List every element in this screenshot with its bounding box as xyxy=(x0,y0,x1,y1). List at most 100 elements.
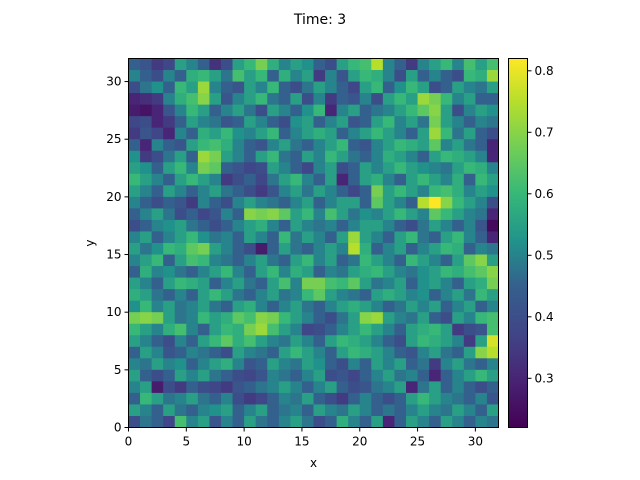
heatmap-cell xyxy=(244,289,257,302)
heatmap-cell xyxy=(475,185,488,198)
heatmap-cell xyxy=(325,208,338,221)
heatmap-cell xyxy=(197,392,210,405)
heatmap-cell xyxy=(406,312,418,325)
heatmap-cell xyxy=(336,277,349,290)
heatmap-cell xyxy=(348,231,361,244)
heatmap-cell xyxy=(429,58,442,71)
heatmap-cell xyxy=(128,266,141,278)
heatmap-cell xyxy=(417,404,430,417)
heatmap-cell xyxy=(163,254,176,267)
heatmap-cell xyxy=(290,277,303,290)
heatmap-cell xyxy=(406,58,418,71)
heatmap-cell xyxy=(221,104,233,117)
heatmap-cell xyxy=(221,266,233,278)
heatmap-cell xyxy=(394,358,407,371)
heatmap-cell xyxy=(336,162,349,175)
heatmap-cell xyxy=(406,104,418,117)
heatmap-cell xyxy=(197,300,210,313)
heatmap-cell xyxy=(313,196,326,209)
heatmap-cell xyxy=(348,58,361,71)
heatmap-cell xyxy=(140,219,153,232)
x-tick-label: 0 xyxy=(125,435,133,449)
heatmap-cell xyxy=(221,323,233,336)
heatmap-cell xyxy=(209,139,222,152)
heatmap-cell xyxy=(140,312,153,325)
heatmap-cell xyxy=(359,323,372,336)
heatmap-cell xyxy=(278,266,291,278)
heatmap-cell xyxy=(463,173,476,186)
heatmap-cell xyxy=(301,70,314,82)
heatmap-cell xyxy=(232,346,245,359)
heatmap-cell xyxy=(209,93,222,106)
heatmap-cell xyxy=(163,139,176,152)
heatmap-cell xyxy=(325,139,338,152)
heatmap-cell xyxy=(475,415,488,428)
heatmap-cell xyxy=(452,312,465,325)
heatmap-cell xyxy=(429,70,442,82)
heatmap-cell xyxy=(417,277,430,290)
heatmap-cell xyxy=(406,243,418,255)
heatmap-cell xyxy=(359,70,372,82)
heatmap-cell xyxy=(382,254,395,267)
heatmap-cell xyxy=(128,404,141,417)
y-tick-label: 20 xyxy=(106,190,121,204)
heatmap-cell xyxy=(140,277,153,290)
heatmap-cell xyxy=(255,104,268,117)
heatmap-cell xyxy=(371,104,384,117)
heatmap-cell xyxy=(232,277,245,290)
heatmap-cell xyxy=(429,231,442,244)
heatmap-cell xyxy=(186,392,199,405)
heatmap-cell xyxy=(267,93,280,106)
heatmap-cell xyxy=(278,208,291,221)
heatmap-cell xyxy=(290,93,303,106)
heatmap-cell xyxy=(371,139,384,152)
heatmap-cell xyxy=(417,254,430,267)
heatmap-cell xyxy=(163,70,176,82)
heatmap-cell xyxy=(128,208,141,221)
heatmap-cell xyxy=(301,277,314,290)
heatmap-cell xyxy=(244,162,257,175)
heatmap-cell xyxy=(209,127,222,140)
heatmap-cell xyxy=(140,139,153,152)
heatmap-cell xyxy=(429,369,442,382)
heatmap-cell xyxy=(313,312,326,325)
heatmap-cell xyxy=(394,150,407,163)
heatmap-cell xyxy=(452,162,465,175)
heatmap-cell xyxy=(174,196,187,209)
colorbar-tick-label: 0.8 xyxy=(535,64,554,78)
heatmap-cell xyxy=(255,404,268,417)
heatmap-cell xyxy=(221,81,233,94)
heatmap-cell xyxy=(255,208,268,221)
heatmap-cell xyxy=(255,392,268,405)
heatmap-cell xyxy=(197,243,210,255)
heatmap-cell xyxy=(359,392,372,405)
heatmap-cell xyxy=(325,81,338,94)
heatmap-cell xyxy=(371,312,384,325)
heatmap-cell xyxy=(440,150,453,163)
heatmap-cell xyxy=(197,93,210,106)
heatmap-cell xyxy=(232,58,245,71)
heatmap-cell xyxy=(186,358,199,371)
heatmap-cell xyxy=(163,415,176,428)
heatmap-cell xyxy=(417,358,430,371)
heatmap-cell xyxy=(429,139,442,152)
heatmap-cell xyxy=(486,381,499,394)
heatmap-cell xyxy=(174,300,187,313)
heatmap-cell xyxy=(255,323,268,336)
heatmap-cell xyxy=(174,266,187,278)
heatmap-cell xyxy=(267,185,280,198)
heatmap-cell xyxy=(371,70,384,82)
heatmap-cell xyxy=(463,312,476,325)
heatmap-cell xyxy=(163,266,176,278)
heatmap-cell xyxy=(486,277,499,290)
heatmap-cell xyxy=(325,254,338,267)
heatmap-cell xyxy=(186,312,199,325)
heatmap-cell xyxy=(313,358,326,371)
heatmap-cell xyxy=(267,312,280,325)
heatmap-cell xyxy=(232,116,245,129)
heatmap-cell xyxy=(140,266,153,278)
heatmap-cell xyxy=(486,300,499,313)
heatmap-cell xyxy=(244,243,257,255)
heatmap-cell xyxy=(267,104,280,117)
heatmap-cell xyxy=(197,150,210,163)
